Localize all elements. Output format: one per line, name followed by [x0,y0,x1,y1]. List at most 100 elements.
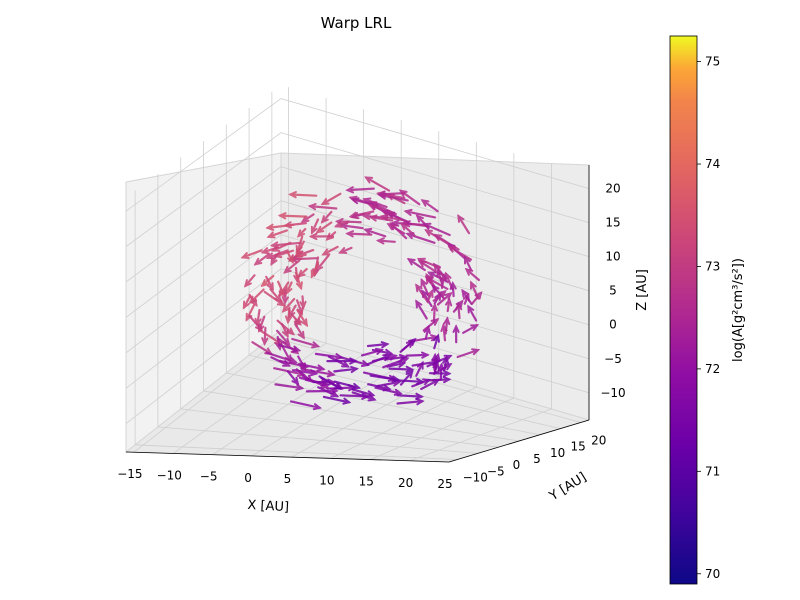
y-tick-label: 5 [533,452,541,466]
arrow [317,386,340,398]
colorbar-tick-label: 74 [705,157,720,171]
x-tick-label: 0 [244,471,252,485]
arrow [422,317,440,332]
arrow [445,297,453,313]
arrow [396,392,425,400]
arrow [416,257,441,269]
arrow [470,280,480,300]
arrow [277,280,286,298]
grid-line-z [125,234,590,354]
arrow [322,395,352,405]
arrow [432,290,447,302]
y-tick-label: −5 [487,464,505,478]
arrow [437,362,445,381]
arrow [315,254,330,272]
arrow [290,400,322,411]
z-tick-label: −5 [604,352,622,366]
arrow [283,259,301,274]
arrow [471,291,483,305]
arrow [367,383,392,392]
y-tick-label: 0 [513,458,521,472]
arrow [350,212,366,220]
arrow [367,203,395,216]
arrow [380,209,409,223]
arrow [455,301,463,320]
arrow [320,210,333,224]
arrow [366,341,390,349]
arrow [462,324,480,334]
arrow [286,250,294,265]
grid-line-z [125,166,590,283]
arrow [464,267,480,282]
arrow [457,214,471,235]
arrow [415,283,430,304]
arrow [333,380,362,390]
arrow [351,388,376,398]
arrow [288,191,318,199]
arrow [415,299,428,320]
arrow [467,304,478,322]
arrow [270,253,279,267]
arrow [364,176,391,192]
x-tick-label: 20 [398,476,413,490]
z-tick-label: 5 [609,284,617,298]
z-tick-label: 20 [605,182,620,196]
arrow [374,386,403,396]
grid-line-z [125,132,590,247]
arrow [243,274,256,288]
arrow [310,261,320,279]
arrow [428,369,452,378]
arrow [386,223,406,235]
arrow [440,323,448,342]
arrow [277,212,308,220]
y-tick-label: −10 [463,471,488,485]
arrow [396,398,425,406]
arrow [269,288,282,303]
arrow [449,281,457,298]
arrow [415,360,424,377]
x-tick-label: −15 [117,467,142,481]
z-tick-labels: −10 −5 0 5 10 15 20 [600,182,625,400]
arrow [411,378,432,388]
arrow [345,186,375,194]
x-tick-label: −10 [157,468,182,482]
colorbar-label: log(A[g²cm³/s²]) [731,258,746,362]
arrow [436,268,444,285]
arrow [276,319,295,336]
arrow [281,297,296,313]
y-axis-line [448,419,590,463]
arrow [286,370,300,386]
arrow [296,309,309,328]
z-tick-label: 10 [605,250,620,264]
arrow [333,365,359,374]
arrow [260,246,280,255]
arrow [388,365,415,373]
y-tick-labels: −10 −5 0 5 10 15 20 [463,433,607,484]
arrow [274,383,305,391]
x-tick-label: 10 [319,473,334,487]
x-tick-label: 25 [437,477,452,491]
colorbar-tick-label: 70 [705,567,720,581]
arrow [312,378,337,386]
arrow [305,387,339,395]
x-tick-labels: −15 −10 −5 0 5 10 15 20 25 [117,467,452,491]
x-axis-label: X [AU] [247,498,289,515]
arrow [285,281,293,295]
arrow [307,203,338,211]
arrow [369,374,401,383]
arrow [436,292,453,306]
arrow [399,337,417,353]
arrow [254,309,262,327]
arrow [422,222,451,237]
arrow [270,356,292,367]
arrow [452,324,460,344]
colorbar-tick-label: 75 [705,55,720,69]
arrow [308,232,335,241]
arrow [310,218,320,235]
arrow [379,213,403,221]
grid-line-z [125,98,590,212]
colorbar-tick-label: 71 [705,464,720,478]
arrow [426,288,434,301]
z-tick-label: 0 [609,318,617,332]
arrow [281,288,289,306]
